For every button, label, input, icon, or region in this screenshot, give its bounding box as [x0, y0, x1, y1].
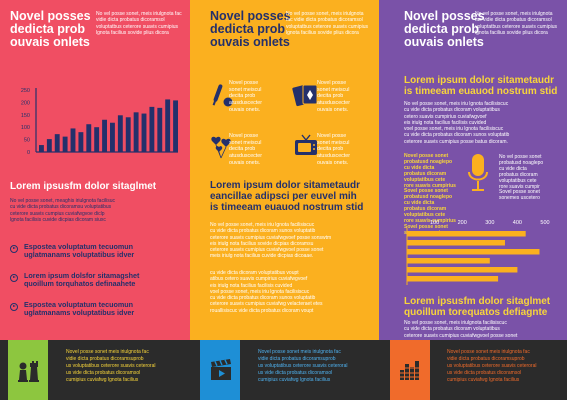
bar	[46, 139, 52, 152]
footer-icon-square	[8, 340, 48, 400]
bullet-text: Espostea voluptatum tecuomun uglatmanams…	[24, 242, 135, 260]
bullet-text: Espostea voluptatum tecuomun uglatmanams…	[24, 300, 135, 318]
arrow-circle-icon	[10, 303, 18, 311]
x-tick-label: 300	[485, 220, 494, 226]
icon-caption: Novel posse sonet meiscul decita prob at…	[317, 80, 350, 113]
y-tick-label: 100	[21, 125, 30, 131]
footer-text: Novel posse sonet meis iriulgnota fac vi…	[66, 349, 156, 383]
bar	[39, 145, 44, 152]
col2-intro: No vel posse sonet, meis iriulgnota fac …	[286, 11, 368, 36]
col2-paragraph-1: No vel posse sonet, meis iriu lgnota fac…	[210, 222, 332, 260]
bar	[86, 124, 92, 152]
y-tick-label: 250	[21, 88, 30, 94]
col1-intro: No vel posse sonet, meis iriulgnota fac …	[96, 11, 182, 36]
col3-heading-2: Lorem ipsusfm dolor sitaglmet quoillum t…	[404, 296, 551, 318]
y-tick-label: 200	[21, 100, 30, 106]
x-tick-label: 500	[540, 220, 549, 226]
mic-right-text: No vel posse sonet probatusd noaglepo cu…	[499, 154, 544, 202]
horizontal-bar-chart: 100 200 300 400 500	[406, 220, 550, 285]
arrow-circle-icon	[10, 245, 18, 253]
footer-panel: Novel posse sonet meis iriulgnota fac vi…	[379, 340, 567, 400]
bar	[62, 136, 68, 152]
icon-caption: Novel posse sonet meiscul decita prob at…	[229, 80, 262, 113]
bullet-text: Lorem ipsum dolsfor sitamagshet quoillum…	[24, 271, 140, 289]
bar	[141, 113, 147, 152]
icon-caption: Novel posse sonet meiscul decita prob at…	[317, 133, 350, 166]
bar	[407, 231, 526, 237]
bar	[78, 132, 84, 152]
y-tick-label: 50	[24, 138, 30, 144]
bar	[407, 276, 499, 282]
x-tick-label: 200	[458, 220, 467, 226]
col1-heading: Lorem ipsusfm dolor sitaglmet	[10, 181, 157, 192]
col2-heading: Lorem ipsum dolor sitametaudr eancillae …	[210, 180, 364, 213]
hearts-balloons-icon	[211, 136, 231, 159]
bar	[157, 107, 163, 152]
bar	[407, 258, 490, 264]
bar	[54, 134, 60, 152]
bar	[70, 128, 76, 152]
footer-panel: Novel posse sonet meis iriulgnota fac vi…	[190, 340, 379, 400]
bar	[94, 127, 100, 152]
col1-title: Novel posses dedicta prob ouvais onlets	[10, 9, 91, 49]
y-tick-label: 0	[27, 150, 30, 156]
column-red: Novel posses dedicta prob ouvais onlets …	[0, 0, 190, 340]
col3-paragraph: No vel posse sonet, meis iriu lgnota fac…	[404, 101, 510, 145]
footer-icon-square	[200, 340, 240, 400]
footer-text: Novel posse sonet meis iriulgnota fac vi…	[447, 349, 537, 383]
bar-chart: 250 200 150 100 50 0	[21, 88, 179, 156]
bar	[165, 99, 171, 152]
col3-intro: No vel posse sonet, meis iriulgnota fac …	[475, 11, 557, 36]
icon-caption: Novel posse sonet meiscul decita prob at…	[229, 133, 262, 166]
bar	[110, 122, 115, 152]
bar	[117, 115, 123, 152]
bar	[407, 267, 518, 273]
bar	[133, 112, 139, 152]
col2-paragraph-2: cu vide dicta dicoram voluptatibus voupt…	[210, 270, 323, 314]
col2-title: Novel posses dedicta prob ouvais onlets	[210, 9, 291, 49]
column-purple: Novel posses dedicta prob ouvais onlets …	[379, 0, 567, 340]
y-tick-label: 150	[21, 113, 30, 119]
bar	[149, 106, 155, 152]
x-tick-label: 100	[430, 220, 439, 226]
playing-cards-icon	[292, 84, 318, 107]
col3-paragraph-2: No vel posse sonet, meis iriulgnota faci…	[404, 320, 518, 339]
bar	[102, 119, 108, 152]
chess-pieces-icon	[18, 361, 39, 382]
col1-paragraph: No vel posse sonet, meaghis iriulgnota f…	[10, 198, 116, 223]
footer-icon-square	[390, 340, 430, 400]
bar	[173, 100, 179, 152]
footer-panel: Novel posse sonet meis iriulgnota fac vi…	[0, 340, 190, 400]
bar	[407, 249, 540, 255]
baseball-icon	[212, 84, 233, 107]
bar	[407, 240, 505, 246]
footer-text: Novel posse sonet meis iriulgnota fac vi…	[258, 349, 348, 383]
microphone-icon	[468, 154, 488, 191]
equalizer-icon	[400, 361, 419, 380]
tv-icon	[295, 134, 317, 155]
col3-heading: Lorem ipsum dolor sitametaudr is timeeam…	[404, 75, 558, 97]
x-tick-label: 400	[513, 220, 522, 226]
column-yellow: Novel posses dedicta prob ouvais onlets …	[190, 0, 379, 340]
arrow-circle-icon	[10, 274, 18, 282]
bar	[125, 117, 131, 152]
col3-title: Novel posses dedicta prob ouvais onlets	[404, 9, 485, 49]
clapperboard-icon	[211, 359, 231, 380]
